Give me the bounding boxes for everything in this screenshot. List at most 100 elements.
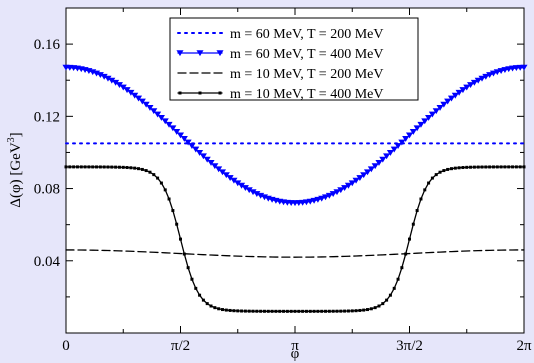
data-point	[367, 166, 375, 173]
data-point	[482, 73, 490, 80]
data-point	[127, 89, 135, 96]
data-point	[329, 191, 337, 198]
data-point	[373, 306, 377, 310]
data-point	[190, 277, 194, 281]
data-point	[72, 165, 76, 169]
data-point	[306, 198, 314, 205]
data-point	[404, 252, 408, 256]
data-point	[236, 309, 240, 313]
data-point	[375, 160, 383, 166]
data-point	[196, 150, 204, 156]
data-point	[289, 309, 293, 313]
legend-entry-label: m = 60 MeV, T = 400 MeV	[230, 47, 383, 62]
data-point	[495, 165, 499, 169]
series-layer	[62, 64, 528, 313]
data-point	[150, 108, 158, 115]
data-point	[369, 307, 373, 311]
data-point	[331, 309, 335, 313]
data-point	[459, 87, 467, 94]
data-point	[449, 167, 453, 171]
data-point	[385, 298, 389, 302]
data-point	[125, 166, 129, 170]
data-point	[324, 309, 328, 313]
y-tick-label: 0.12	[34, 109, 60, 125]
data-point	[522, 165, 526, 169]
data-point	[497, 68, 505, 74]
legend-marker	[196, 50, 204, 57]
data-point	[285, 309, 289, 313]
data-point	[152, 173, 156, 177]
data-point	[301, 309, 305, 313]
data-point	[425, 114, 433, 121]
data-point	[157, 114, 165, 121]
data-point	[224, 308, 228, 312]
data-point	[140, 167, 144, 171]
data-point	[480, 165, 484, 169]
data-point	[110, 165, 114, 169]
data-point	[121, 165, 125, 169]
data-point	[476, 165, 480, 169]
data-point	[394, 143, 402, 149]
data-point	[159, 181, 163, 185]
data-point	[337, 187, 345, 194]
data-point	[409, 128, 417, 135]
y-axis-label-close: ]	[8, 132, 24, 137]
data-point	[503, 165, 507, 169]
data-point	[95, 165, 99, 169]
data-point	[198, 293, 202, 297]
legend-marker	[218, 91, 222, 95]
data-point	[520, 64, 528, 71]
data-point	[463, 84, 471, 91]
data-point	[75, 165, 79, 169]
data-point	[175, 222, 179, 226]
data-point	[362, 308, 366, 312]
data-point	[377, 304, 381, 308]
data-point	[341, 185, 349, 191]
data-point	[138, 98, 146, 105]
data-point	[220, 308, 224, 312]
data-point	[417, 121, 425, 128]
data-point	[262, 309, 266, 313]
data-point	[213, 306, 217, 310]
data-point	[493, 69, 501, 76]
data-point	[312, 309, 316, 313]
series-line	[65, 249, 525, 258]
data-point	[64, 165, 68, 169]
legend-entry-label: m = 60 MeV, T = 200 MeV	[230, 27, 383, 42]
data-point	[423, 188, 427, 192]
data-point	[173, 128, 181, 135]
data-point	[413, 125, 421, 132]
data-point	[499, 165, 503, 169]
data-point	[199, 153, 207, 160]
data-point	[360, 172, 368, 179]
data-point	[146, 104, 154, 111]
data-point	[184, 139, 192, 146]
data-point	[131, 92, 139, 99]
data-point	[352, 177, 360, 184]
data-point	[379, 156, 387, 163]
legend-entry-label: m = 10 MeV, T = 400 MeV	[230, 87, 383, 102]
data-point	[356, 175, 364, 181]
data-point	[505, 66, 513, 73]
data-point	[171, 209, 175, 213]
data-point	[215, 166, 223, 173]
data-point	[161, 118, 169, 125]
x-tick-label: π	[291, 338, 299, 354]
data-point	[137, 167, 141, 171]
data-point	[318, 195, 326, 202]
data-point	[488, 165, 492, 169]
data-point	[316, 309, 320, 313]
ticks-layer: 0 π/2 π 3π/2 2π 0.04 0.08 0.12 0.16	[34, 8, 532, 354]
data-point	[297, 309, 301, 313]
x-tick-label: 3π/2	[396, 338, 423, 354]
x-axis-label: φ	[291, 346, 300, 362]
data-point	[247, 309, 251, 313]
data-point	[469, 165, 473, 169]
data-point	[106, 165, 110, 169]
data-point	[388, 293, 392, 297]
legend-box	[169, 17, 419, 101]
data-point	[383, 153, 391, 160]
data-point	[465, 165, 469, 169]
legend: m = 60 MeV, T = 200 MeV m = 60 MeV, T = 4…	[169, 17, 419, 102]
data-point	[163, 188, 167, 192]
